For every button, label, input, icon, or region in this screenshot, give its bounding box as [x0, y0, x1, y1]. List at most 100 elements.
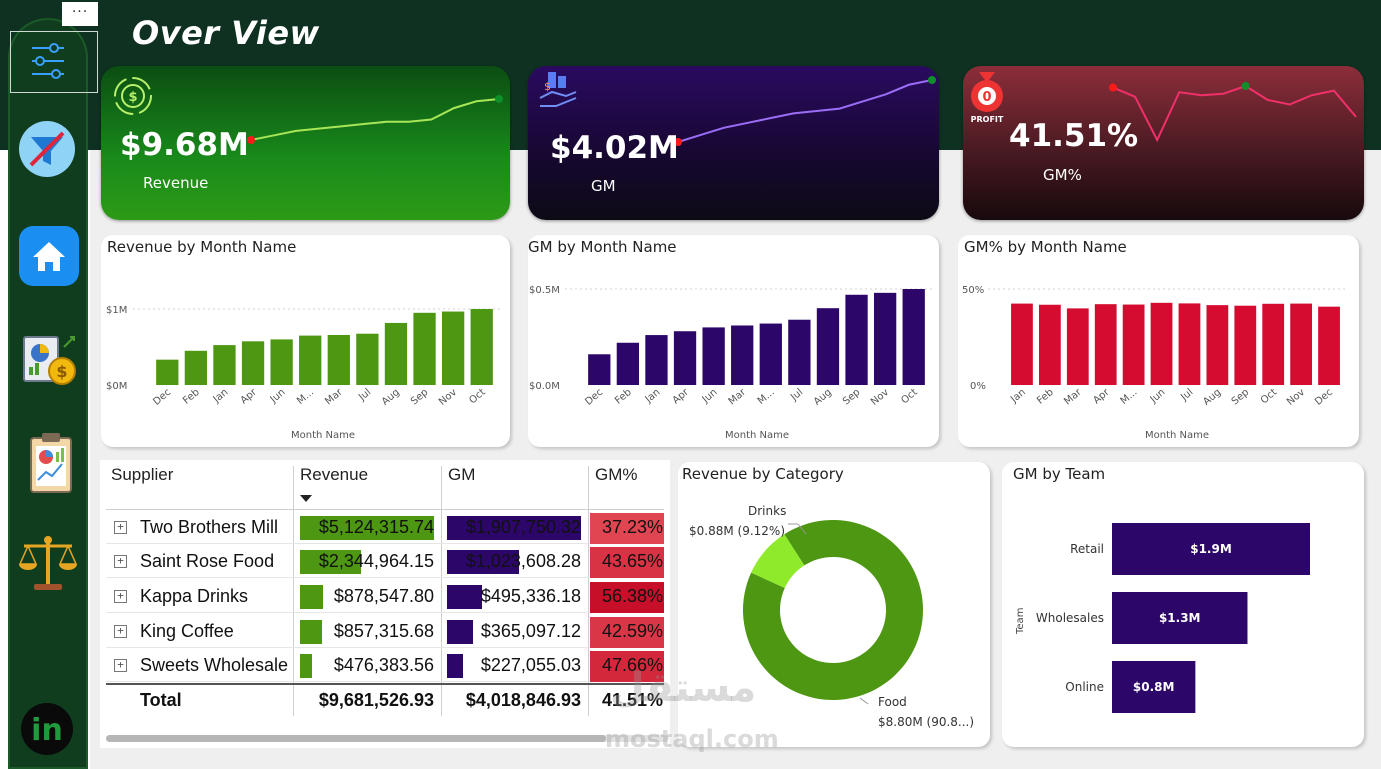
horizontal-scrollbar-thumb[interactable]	[106, 735, 606, 742]
column-divider	[588, 466, 589, 716]
column-header-gm-percent[interactable]: GM%	[595, 465, 638, 484]
gm-percent-bar[interactable]	[1122, 304, 1145, 385]
filter-settings-icon[interactable]	[28, 40, 68, 86]
table-top-line	[106, 466, 664, 467]
kpi-card-gm-percent[interactable]: 0 PROFIT 41.51% GM%	[963, 66, 1364, 220]
kpi-card-revenue[interactable]: $ $9.68M Revenue	[101, 66, 510, 220]
revenue-bar[interactable]	[299, 335, 322, 385]
total-revenue: $9,681,526.93	[318, 690, 434, 710]
gm-by-month-card[interactable]: GM by Month Name $0.5M $0.0M Month Name …	[528, 235, 939, 447]
row-divider	[106, 681, 664, 682]
x-tick-label: Aug	[1201, 387, 1223, 408]
revenue-bar[interactable]	[413, 312, 436, 385]
gm-percent-bar[interactable]	[1094, 304, 1117, 385]
revenue-bar[interactable]	[213, 345, 236, 385]
gm-bar[interactable]	[845, 294, 868, 385]
clear-filter-icon[interactable]	[17, 120, 77, 182]
expand-row-icon[interactable]: +	[114, 625, 127, 638]
x-tick-label: Oct	[899, 387, 919, 407]
x-tick-label: M...	[756, 387, 777, 407]
supplier-gm-percent: 56.38%	[601, 586, 663, 606]
supplier-name: Kappa Drinks	[140, 586, 249, 606]
gm-bar[interactable]	[731, 325, 754, 385]
gm-percent-bar[interactable]	[1318, 306, 1340, 385]
column-header-supplier[interactable]: Supplier	[111, 465, 174, 484]
gm-percent-bar[interactable]	[1038, 304, 1061, 385]
supplier-table[interactable]	[100, 460, 670, 748]
x-tick-label: Dec	[151, 387, 173, 408]
team-bar[interactable]	[1112, 592, 1248, 644]
svg-text:$: $	[56, 362, 67, 381]
gm-percent-bar[interactable]	[1206, 305, 1229, 385]
gm-percent-bar[interactable]	[1234, 305, 1257, 385]
gm-bar[interactable]	[816, 308, 840, 385]
gm-by-team-chart: Team Retail $1.9M Wholesales $1.3M Online $0.…	[1015, 523, 1310, 713]
expand-row-icon[interactable]: +	[114, 659, 127, 672]
expand-row-icon[interactable]: +	[114, 521, 127, 534]
revenue-bar[interactable]	[241, 341, 265, 385]
kpi-card-gm[interactable]: $ $4.02M GM	[528, 66, 939, 220]
drinks-segment[interactable]	[751, 534, 805, 588]
team-bar[interactable]	[1112, 661, 1196, 713]
revenue-bar[interactable]	[327, 334, 350, 385]
revenue-bar[interactable]	[356, 333, 379, 385]
balance-scale-icon[interactable]	[18, 532, 78, 598]
gm-bar[interactable]	[616, 342, 640, 385]
gm-percent-bar[interactable]	[1150, 302, 1173, 385]
expand-row-icon[interactable]: +	[114, 555, 127, 568]
gm-percent-bar[interactable]	[1066, 308, 1089, 385]
gm-data-bar	[447, 585, 482, 609]
team-bar[interactable]	[1112, 523, 1310, 575]
revenue-bar[interactable]	[270, 339, 293, 385]
more-options-button[interactable]: ···	[62, 2, 98, 26]
revenue-data-bar	[300, 585, 323, 609]
gm-percent-label: GM%	[1043, 166, 1082, 184]
gm-bar[interactable]	[588, 354, 611, 385]
revenue-trend-sparkline	[247, 95, 503, 144]
gm-bar[interactable]	[759, 323, 782, 385]
gm-data-bar	[447, 620, 473, 644]
revenue-data-bar	[300, 516, 434, 540]
sparkline-start-marker	[247, 136, 255, 144]
revenue-bar[interactable]	[184, 350, 208, 385]
gm-bar[interactable]	[673, 331, 697, 385]
revenue-bar[interactable]	[156, 359, 179, 385]
supplier-gm-percent: 43.65%	[601, 551, 663, 571]
supplier-name: Saint Rose Food	[140, 551, 275, 571]
gm-bar[interactable]	[873, 292, 897, 385]
column-header-gm[interactable]: GM	[448, 465, 476, 484]
food-segment[interactable]	[743, 520, 923, 700]
gm-percent-bar[interactable]	[1178, 303, 1201, 385]
home-icon[interactable]	[18, 225, 80, 291]
gm-percent-by-month-card[interactable]: GM% by Month Name 50% 0% Month Name Jan F…	[958, 235, 1359, 447]
revenue-by-month-card[interactable]: Revenue by Month Name $1M $0M Month Name…	[101, 235, 510, 447]
y-tick-label: $1M	[106, 305, 127, 316]
revenue-by-category-card[interactable]: Revenue by Category Drinks $0.88M (9.12%…	[678, 462, 990, 747]
column-header-revenue[interactable]: Revenue	[300, 465, 369, 484]
gm-percent-bar[interactable]	[1290, 303, 1313, 385]
linkedin-icon[interactable]: in	[20, 702, 74, 760]
supplier-gm: $1,023,608.28	[465, 551, 581, 571]
supplier-gm-percent: 47.66%	[601, 655, 663, 675]
financial-report-icon[interactable]: $	[20, 333, 82, 393]
gm-percent-bar[interactable]	[1262, 303, 1285, 385]
row-divider	[106, 577, 664, 578]
svg-text:0: 0	[982, 90, 991, 105]
gm-bar[interactable]	[645, 335, 668, 385]
revenue-bar[interactable]	[470, 309, 493, 385]
gm-by-team-card[interactable]: GM by Team Team Retail $1.9M Wholesales $1.…	[1002, 462, 1364, 747]
analytics-clipboard-icon[interactable]	[28, 432, 74, 498]
gm-percent-bar[interactable]	[1011, 303, 1033, 385]
revenue-by-month-title: Revenue by Month Name	[107, 238, 297, 256]
gm-bar[interactable]	[702, 327, 725, 385]
revenue-bar[interactable]	[441, 311, 465, 385]
sort-descending-icon[interactable]	[300, 495, 312, 502]
supplier-revenue: $878,547.80	[333, 586, 434, 606]
header-divider	[106, 509, 664, 510]
gm-bar[interactable]	[902, 289, 925, 385]
gm-value: $4.02M	[550, 130, 679, 166]
gm-bar[interactable]	[788, 319, 811, 385]
supplier-revenue: $5,124,315.74	[318, 517, 434, 537]
expand-row-icon[interactable]: +	[114, 590, 127, 603]
revenue-bar[interactable]	[384, 322, 408, 385]
